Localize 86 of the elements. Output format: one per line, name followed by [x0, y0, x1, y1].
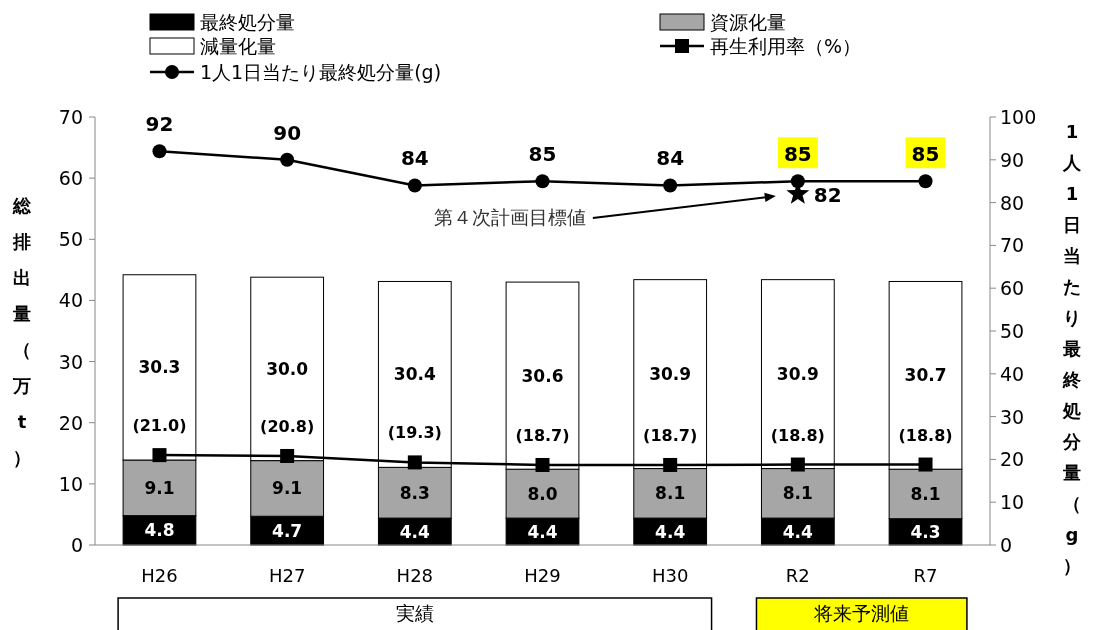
data-label: 85 — [911, 142, 940, 167]
data-label: 30.3 — [138, 357, 181, 378]
text: 1人1日当たり最終処分量（g） — [1063, 121, 1081, 576]
data-label: 30.6 — [521, 365, 564, 386]
data-label: (21.0) — [132, 416, 187, 436]
data-label: 4.4 — [399, 521, 431, 542]
y2-tick-label: 80 — [1000, 191, 1025, 214]
data-label: 9.1 — [272, 478, 303, 499]
y2-tick-label: 0 — [1000, 534, 1013, 556]
point — [663, 178, 678, 193]
data-label: 30.0 — [266, 358, 309, 379]
x-tick-label: R2 — [785, 565, 810, 586]
data-label: 30.9 — [776, 364, 819, 385]
data-label: 92 — [145, 112, 174, 137]
text: 将来予測値 — [813, 602, 910, 624]
data-label: (20.8) — [260, 416, 315, 436]
data-label: 30.7 — [904, 365, 947, 386]
point — [152, 144, 167, 159]
x-tick-label: H27 — [268, 565, 306, 586]
data-label: 4.4 — [782, 521, 814, 542]
data-label: 90 — [273, 120, 302, 145]
point — [535, 457, 550, 472]
point — [918, 174, 933, 189]
legend-label: 1人1日当たり最終処分量(g) — [200, 61, 442, 83]
point — [152, 448, 167, 463]
x-tick-label: H30 — [651, 565, 689, 586]
data-label: 8.1 — [782, 483, 813, 504]
point — [790, 457, 805, 472]
point — [790, 174, 805, 189]
point — [280, 448, 295, 463]
x-tick-label: H28 — [396, 565, 434, 586]
x-tick-label: H29 — [524, 565, 561, 586]
data-label: 85 — [783, 142, 812, 167]
data-label: 8.3 — [399, 482, 430, 503]
data-label: 4.7 — [272, 520, 303, 541]
y2-tick-label: 90 — [1000, 148, 1025, 171]
legend-label: 減量化量 — [200, 35, 276, 57]
data-label: 30.9 — [649, 364, 692, 385]
y2-tick-label: 60 — [1000, 277, 1025, 300]
y2-tick-label: 20 — [1000, 448, 1025, 471]
data-label: 82 — [813, 183, 842, 208]
point — [535, 174, 550, 189]
y-tick-label: 20 — [58, 411, 83, 434]
y2-tick-label: 30 — [1000, 405, 1025, 428]
data-label: 4.8 — [144, 520, 175, 541]
point — [280, 152, 295, 167]
data-label: 84 — [400, 146, 429, 171]
point — [918, 457, 933, 472]
data-label: 8.0 — [527, 483, 558, 504]
y-tick-label: 30 — [58, 350, 83, 373]
legend-label: 資源化量 — [710, 11, 786, 33]
data-label: 4.4 — [527, 521, 558, 542]
point — [663, 457, 678, 472]
y2-tick-label: 70 — [1000, 234, 1025, 257]
data-label: 30.4 — [393, 364, 436, 385]
y2-tick-label: 40 — [1000, 362, 1025, 385]
data-label: (18.8) — [898, 425, 953, 445]
point — [407, 178, 422, 193]
y2-tick-label: 10 — [1000, 491, 1025, 514]
data-label: 8.1 — [910, 483, 941, 504]
point — [407, 455, 422, 470]
legend-label: 再生利用率（%） — [710, 35, 862, 57]
y-tick-label: 70 — [58, 106, 83, 128]
y2-tick-label: 100 — [1000, 106, 1037, 128]
y2-tick-label: 50 — [1000, 320, 1025, 342]
text: 実績 — [395, 602, 434, 624]
y-tick-label: 40 — [58, 289, 83, 312]
annotation: 第４次計画目標値 — [433, 206, 586, 229]
data-label: 84 — [656, 146, 685, 171]
y-tick-label: 0 — [70, 534, 83, 556]
y-tick-label: 50 — [58, 228, 83, 251]
y-axis-title: 総排出量（万t） — [12, 195, 32, 468]
y-tick-label: 60 — [58, 167, 83, 190]
data-label: 4.3 — [910, 521, 941, 542]
data-label: (18.7) — [643, 425, 698, 445]
data-label: 8.1 — [655, 483, 686, 504]
data-label: (19.3) — [387, 423, 442, 443]
legend-label: 最終処分量 — [200, 11, 295, 33]
data-label: 9.1 — [144, 477, 175, 498]
x-tick-label: R7 — [913, 565, 938, 586]
x-tick-label: H26 — [141, 565, 178, 586]
data-label: (18.8) — [770, 425, 825, 445]
y-tick-label: 10 — [58, 472, 83, 495]
data-label: 85 — [528, 142, 557, 167]
data-label: (18.7) — [515, 425, 570, 445]
data-label: 4.4 — [655, 521, 686, 542]
